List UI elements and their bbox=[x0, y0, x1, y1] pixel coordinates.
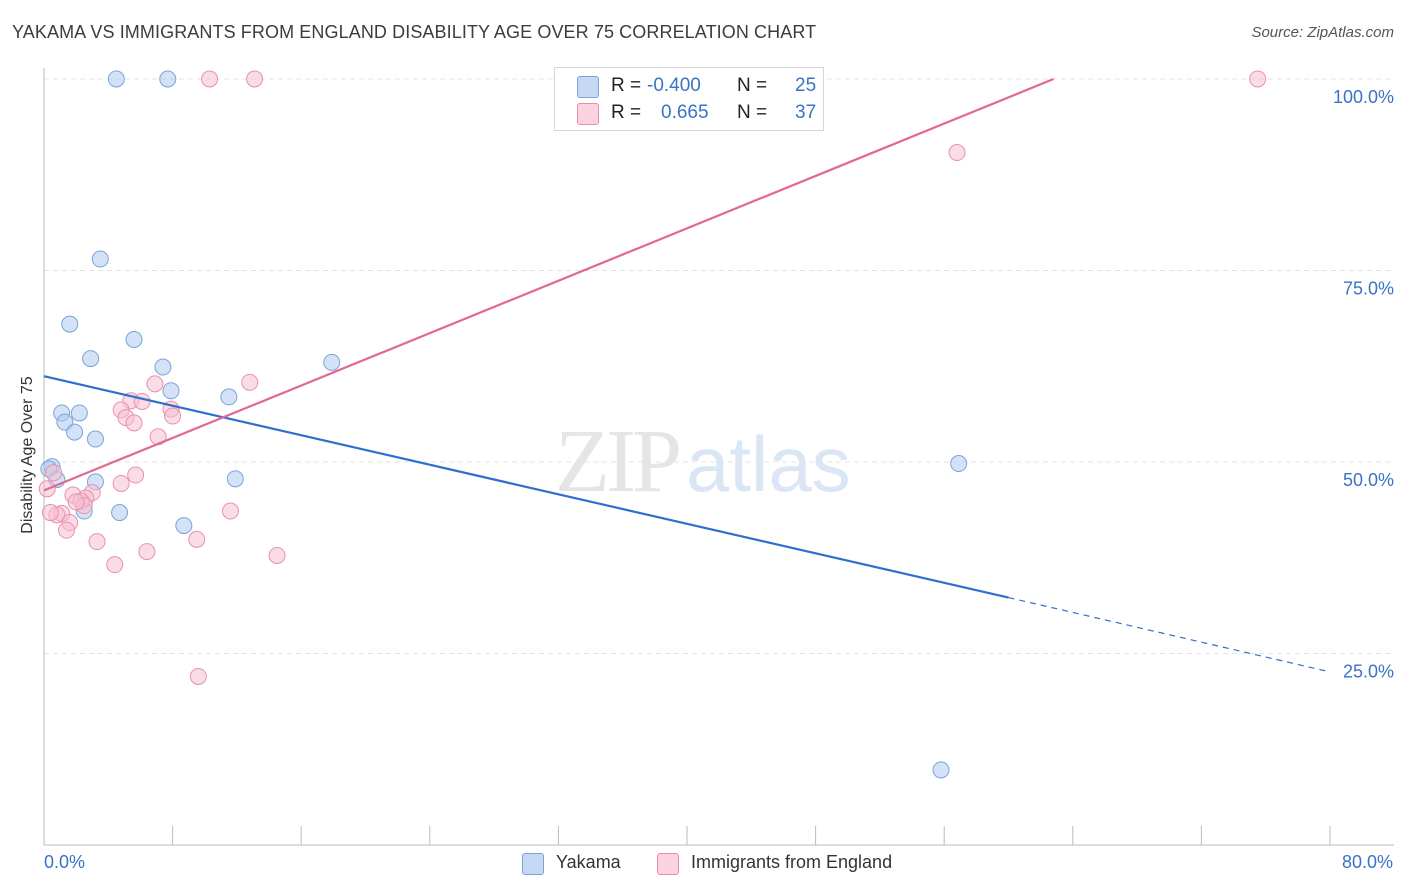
data-point-immigrants-from-england bbox=[138, 543, 156, 561]
y-axis-title: Disability Age Over 75 bbox=[19, 376, 36, 534]
trend-line-yakama bbox=[43, 375, 1009, 599]
data-point-immigrants-from-england bbox=[45, 464, 63, 482]
bottom-legend-label-yakama: Yakama bbox=[556, 852, 621, 872]
legend-r-value-yakama: -0.400 bbox=[647, 75, 701, 96]
data-point-immigrants-from-england bbox=[67, 493, 85, 511]
chart-title: YAKAMA VS IMMIGRANTS FROM ENGLAND DISABI… bbox=[12, 22, 817, 42]
data-point-immigrants-from-england bbox=[241, 373, 259, 391]
data-point-yakama bbox=[66, 423, 84, 441]
data-point-yakama bbox=[175, 517, 193, 535]
correlation-legend: R = -0.400 N = 25 R = 0.665 N = 37 bbox=[554, 67, 824, 131]
x-tick-label-min: 0.0% bbox=[44, 852, 86, 872]
data-point-immigrants-from-england bbox=[41, 504, 59, 522]
data-point-yakama bbox=[162, 382, 180, 400]
data-point-yakama bbox=[70, 404, 88, 422]
legend-r-label: R = bbox=[611, 102, 642, 123]
legend-r-value-england: 0.665 bbox=[661, 102, 709, 123]
bottom-legend-label-england: Immigrants from England bbox=[691, 852, 893, 872]
y-tick-label: 25.0% bbox=[1343, 662, 1394, 682]
data-point-yakama bbox=[932, 761, 950, 779]
legend-swatch-yakama bbox=[577, 76, 599, 98]
legend-r-label: R = bbox=[611, 75, 642, 96]
data-point-immigrants-from-england bbox=[106, 556, 124, 574]
legend-n-value-england: 37 bbox=[795, 102, 817, 123]
data-point-yakama bbox=[125, 330, 143, 348]
x-tick-label-max: 80.0% bbox=[1341, 852, 1393, 872]
data-point-immigrants-from-england bbox=[201, 70, 219, 88]
data-point-yakama bbox=[226, 470, 244, 488]
bottom-legend-swatch-yakama bbox=[522, 853, 544, 875]
data-point-yakama bbox=[107, 70, 125, 88]
data-point-immigrants-from-england bbox=[948, 144, 966, 162]
data-point-immigrants-from-england bbox=[146, 375, 164, 393]
data-point-yakama bbox=[111, 504, 129, 522]
data-point-yakama bbox=[91, 250, 109, 268]
data-point-immigrants-from-england bbox=[188, 530, 206, 548]
watermark-atlas: atlas bbox=[686, 420, 851, 508]
data-point-immigrants-from-england bbox=[112, 474, 130, 492]
data-point-immigrants-from-england bbox=[125, 414, 143, 432]
legend-n-value-yakama: 25 bbox=[795, 75, 817, 96]
trend-line-extension-yakama bbox=[1008, 596, 1331, 673]
data-point-immigrants-from-england bbox=[221, 502, 239, 520]
y-tick-label: 50.0% bbox=[1343, 470, 1394, 490]
data-point-immigrants-from-england bbox=[246, 70, 264, 88]
zipatlas-watermark: ZIP atlas bbox=[555, 410, 851, 513]
y-tick-label: 75.0% bbox=[1343, 279, 1394, 299]
data-point-yakama bbox=[220, 388, 238, 406]
data-point-yakama bbox=[950, 455, 968, 473]
data-point-immigrants-from-england bbox=[133, 392, 151, 410]
data-point-immigrants-from-england bbox=[189, 667, 207, 685]
data-point-yakama bbox=[82, 350, 100, 368]
legend-swatch-england bbox=[577, 103, 599, 125]
data-point-immigrants-from-england bbox=[1249, 70, 1267, 88]
data-point-yakama bbox=[323, 353, 341, 371]
data-point-immigrants-from-england bbox=[268, 546, 286, 564]
legend-n-label: N = bbox=[737, 102, 768, 123]
data-point-yakama bbox=[159, 70, 177, 88]
bottom-legend-swatch-england bbox=[657, 853, 679, 875]
data-point-yakama bbox=[61, 315, 79, 333]
data-point-immigrants-from-england bbox=[164, 407, 182, 425]
data-point-immigrants-from-england bbox=[127, 466, 145, 484]
data-point-immigrants-from-england bbox=[58, 521, 76, 539]
source-attribution: Source: ZipAtlas.com bbox=[1251, 24, 1394, 41]
trend-line-immigrants-from-england bbox=[43, 77, 1054, 492]
data-point-yakama bbox=[86, 430, 104, 448]
y-tick-label: 100.0% bbox=[1333, 87, 1394, 107]
data-point-immigrants-from-england bbox=[88, 533, 106, 551]
data-point-yakama bbox=[154, 358, 172, 376]
legend-n-label: N = bbox=[737, 75, 768, 96]
